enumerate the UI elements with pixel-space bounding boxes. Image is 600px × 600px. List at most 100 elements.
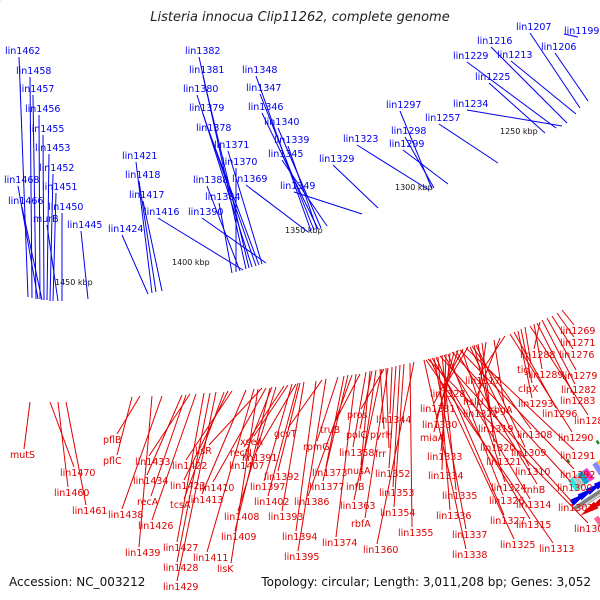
- forward-leader-line: [488, 82, 546, 134]
- reverse-leader-line: [451, 351, 572, 483]
- gene-label-lin1326: lin1326: [489, 496, 524, 507]
- gene-label-recn: recN: [230, 448, 252, 459]
- gene-label-lin1381: lin1381: [189, 65, 224, 76]
- gene-label-lin1416: lin1416: [144, 207, 179, 218]
- gene-label-lin1296: lin1296: [542, 409, 577, 420]
- gene-label-lin1216: lin1216: [477, 36, 512, 47]
- gene-label-lin1333: lin1333: [427, 452, 462, 463]
- reverse-leader-line: [23, 401, 31, 450]
- gene-label-lin1439: lin1439: [125, 548, 160, 559]
- gene-label-lin1199: lin1199: [564, 26, 599, 37]
- forward-leader-line: [17, 185, 39, 300]
- feature-block: [593, 515, 600, 528]
- gene-label-lin1301: lin1301: [558, 503, 593, 514]
- forward-leader-line: [287, 145, 318, 230]
- gene-label-lin1457: lin1457: [19, 84, 54, 95]
- gene-label-lisk: lisK: [217, 564, 234, 575]
- gene-label-lin1409: lin1409: [221, 532, 256, 543]
- gene-label-polc: polC: [346, 430, 367, 441]
- gene-label-lin1285: lin1285: [574, 416, 600, 427]
- reverse-leader-line: [335, 373, 357, 538]
- gene-label-lin1282: lin1282: [561, 385, 596, 396]
- gene-label-lin1363: lin1363: [340, 501, 375, 512]
- gene-label-lin1438: lin1438: [108, 510, 143, 521]
- gene-label-lin1455: lin1455: [29, 124, 64, 135]
- reverse-leader-line: [533, 323, 543, 370]
- reverse-leader-line: [353, 368, 383, 501]
- gene-label-lin1291: lin1291: [560, 451, 595, 462]
- gene-label-lin1329: lin1329: [319, 154, 354, 165]
- gene-label-lin1229: lin1229: [453, 51, 488, 62]
- reverse-leader-line: [476, 337, 501, 397]
- gene-label-rbfa: rbfA: [351, 519, 371, 530]
- reverse-leader-line: [376, 361, 415, 545]
- gene-label-miaa: miaA: [420, 433, 445, 444]
- forward-leader-line: [209, 133, 260, 266]
- gene-label-lin1427: lin1427: [163, 543, 198, 554]
- forward-leader-line: [49, 173, 54, 302]
- reverse-leader-line: [379, 368, 385, 430]
- gene-label-lin1470: lin1470: [60, 468, 95, 479]
- gene-label-xsea: xseA: [240, 437, 263, 448]
- gene-label-lin1276: lin1276: [559, 350, 594, 361]
- gene-label-lin1330: lin1330: [422, 420, 457, 431]
- reverse-leader-line: [212, 387, 267, 483]
- gene-label-pyrh: pyrH: [370, 430, 393, 441]
- gene-label-lin1434: lin1434: [133, 476, 168, 487]
- reverse-leader-line: [425, 359, 554, 544]
- reverse-leader-line: [322, 374, 349, 482]
- reverse-leader-line: [493, 339, 505, 405]
- gene-label-lin1339: lin1339: [274, 135, 309, 146]
- gene-label-lin1370: lin1370: [222, 157, 257, 168]
- gene-label-lin1394: lin1394: [282, 532, 317, 543]
- reverse-leader-line: [116, 395, 141, 435]
- gene-label-lin1386: lin1386: [294, 497, 329, 508]
- forward-leader-line: [52, 192, 57, 302]
- feature-block: [597, 459, 600, 466]
- gene-label-lin1288: lin1288: [520, 350, 555, 361]
- gene-label-lin1328: lin1328: [430, 389, 465, 400]
- gene-label-lin1304: lin1304: [574, 524, 600, 535]
- reverse-leader-line: [541, 319, 576, 385]
- forward-leader-line: [563, 33, 579, 38]
- reverse-leader-line: [459, 349, 575, 470]
- gene-label-lin1433: lin1433: [135, 457, 170, 468]
- reverse-leader-line: [429, 358, 515, 540]
- gene-label-lin1323: lin1323: [343, 134, 378, 145]
- feature-block: [568, 477, 580, 492]
- gene-label-lin1377: lin1377: [309, 482, 344, 493]
- gene-label-clpx: clpX: [518, 384, 539, 395]
- forward-leader-line: [490, 46, 568, 124]
- topology-text: Topology: circular; Length: 3,011,208 bp…: [261, 575, 591, 589]
- gene-label-trub: truB: [320, 425, 340, 436]
- reverse-leader-line: [471, 345, 532, 430]
- gene-label-lin1348: lin1348: [242, 65, 277, 76]
- reverse-leader-line: [253, 384, 289, 437]
- gene-label-lin1408: lin1408: [224, 512, 259, 523]
- gene-label-tig: tig: [517, 365, 529, 376]
- gene-label-lin1213: lin1213: [497, 50, 532, 61]
- gene-label-lin1317: lin1317: [465, 376, 500, 387]
- forward-leader-line: [438, 123, 499, 164]
- gene-label-lin1454: lin1454: [0, 0, 35, 3]
- gene-label-lin1353: lin1353: [379, 488, 414, 499]
- forward-leader-line: [356, 144, 430, 191]
- gene-label-nusa: nusA: [347, 466, 371, 477]
- gene-label-pros: pros: [347, 410, 368, 421]
- gene-label-lin1337: lin1337: [452, 530, 487, 541]
- scale-label: 1400 kbp: [172, 258, 210, 267]
- feature-block: [582, 467, 595, 482]
- gene-label-lin1373: lin1373: [312, 468, 347, 479]
- gene-label-lin1331: lin1331: [420, 404, 455, 415]
- reverse-leader-line: [176, 391, 217, 582]
- gene-label-lin1452: lin1452: [39, 163, 74, 174]
- gene-label-lin1410: lin1410: [199, 483, 234, 494]
- gene-label-lin1309: lin1309: [511, 448, 546, 459]
- gene-label-lin1289: lin1289: [528, 370, 563, 381]
- gene-label-lin1349: lin1349: [280, 181, 315, 192]
- reverse-leader-line: [475, 344, 526, 448]
- forward-leader-line: [332, 164, 379, 209]
- reverse-leader-line: [524, 326, 532, 365]
- gene-label-lin1458: lin1458: [16, 66, 51, 77]
